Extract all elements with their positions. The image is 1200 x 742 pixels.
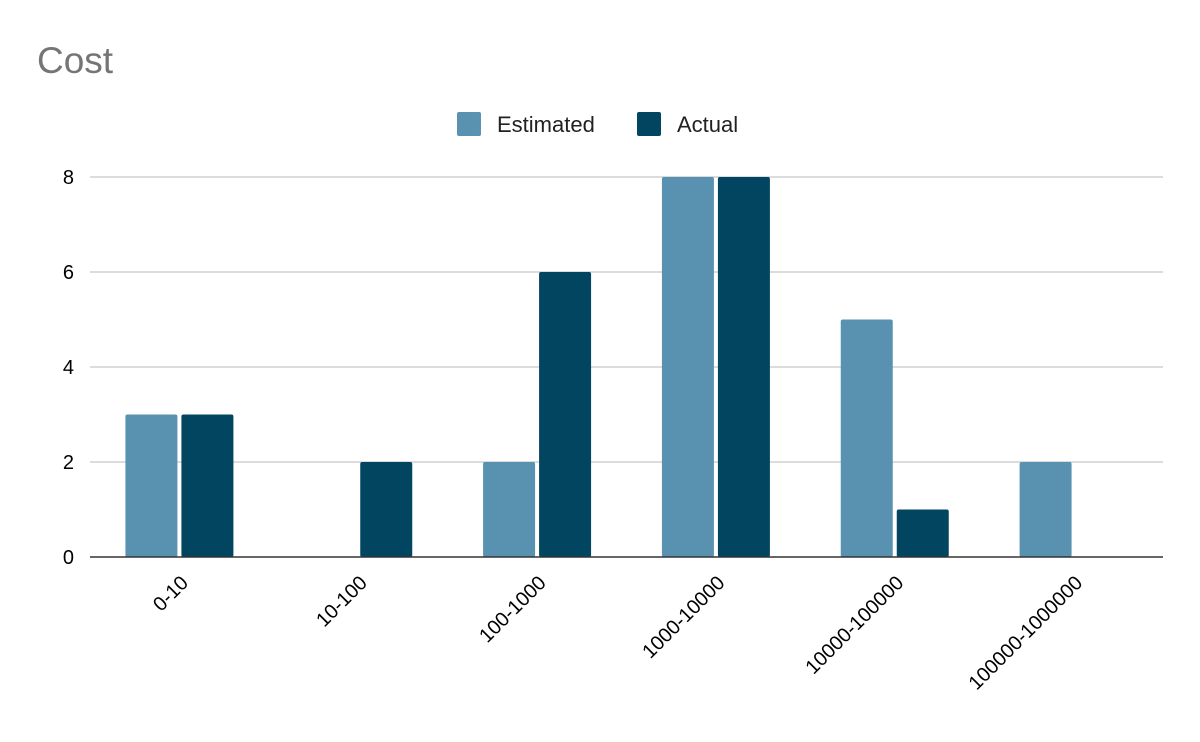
- bars: [125, 177, 1072, 557]
- bar-actual-100-1000: [539, 272, 592, 557]
- bar-actual-0-10: [181, 414, 234, 557]
- x-tick-label: 10-100: [312, 572, 372, 632]
- y-tick-label: 8: [63, 167, 74, 189]
- bar-actual-1000-10000: [717, 177, 770, 557]
- bar-estimated-1000-10000: [661, 177, 714, 557]
- x-tick-label: 10000-100000: [802, 572, 909, 679]
- bar-actual-10-100: [360, 462, 413, 557]
- legend-swatch-actual: [637, 112, 661, 136]
- legend-label-estimated: Estimated: [497, 112, 595, 137]
- y-axis-ticks: 0 2 4 6 8: [63, 167, 74, 569]
- y-tick-label: 0: [63, 547, 74, 569]
- y-tick-label: 6: [63, 262, 74, 284]
- chart-title: Cost: [37, 40, 114, 81]
- y-tick-label: 4: [63, 357, 74, 379]
- legend-label-actual: Actual: [677, 112, 738, 137]
- bar-estimated-100-1000: [483, 462, 536, 557]
- gridlines: [90, 176, 1163, 463]
- bar-estimated-0-10: [125, 414, 178, 557]
- bar-estimated-100000-1000000: [1019, 462, 1072, 557]
- x-tick-label: 0-10: [149, 572, 193, 616]
- legend: Estimated Actual: [457, 112, 738, 137]
- x-tick-label: 100-1000: [475, 572, 550, 647]
- bar-estimated-10000-100000: [840, 319, 893, 557]
- x-tick-label: 1000-10000: [638, 572, 729, 663]
- x-tick-label: 100000-1000000: [965, 572, 1088, 695]
- bar-actual-10000-100000: [896, 509, 949, 557]
- y-tick-label: 2: [63, 452, 74, 474]
- x-axis-ticks: 0-10 10-100 100-1000 1000-10000 10000-100000…: [149, 572, 1087, 695]
- legend-swatch-estimated: [457, 112, 481, 136]
